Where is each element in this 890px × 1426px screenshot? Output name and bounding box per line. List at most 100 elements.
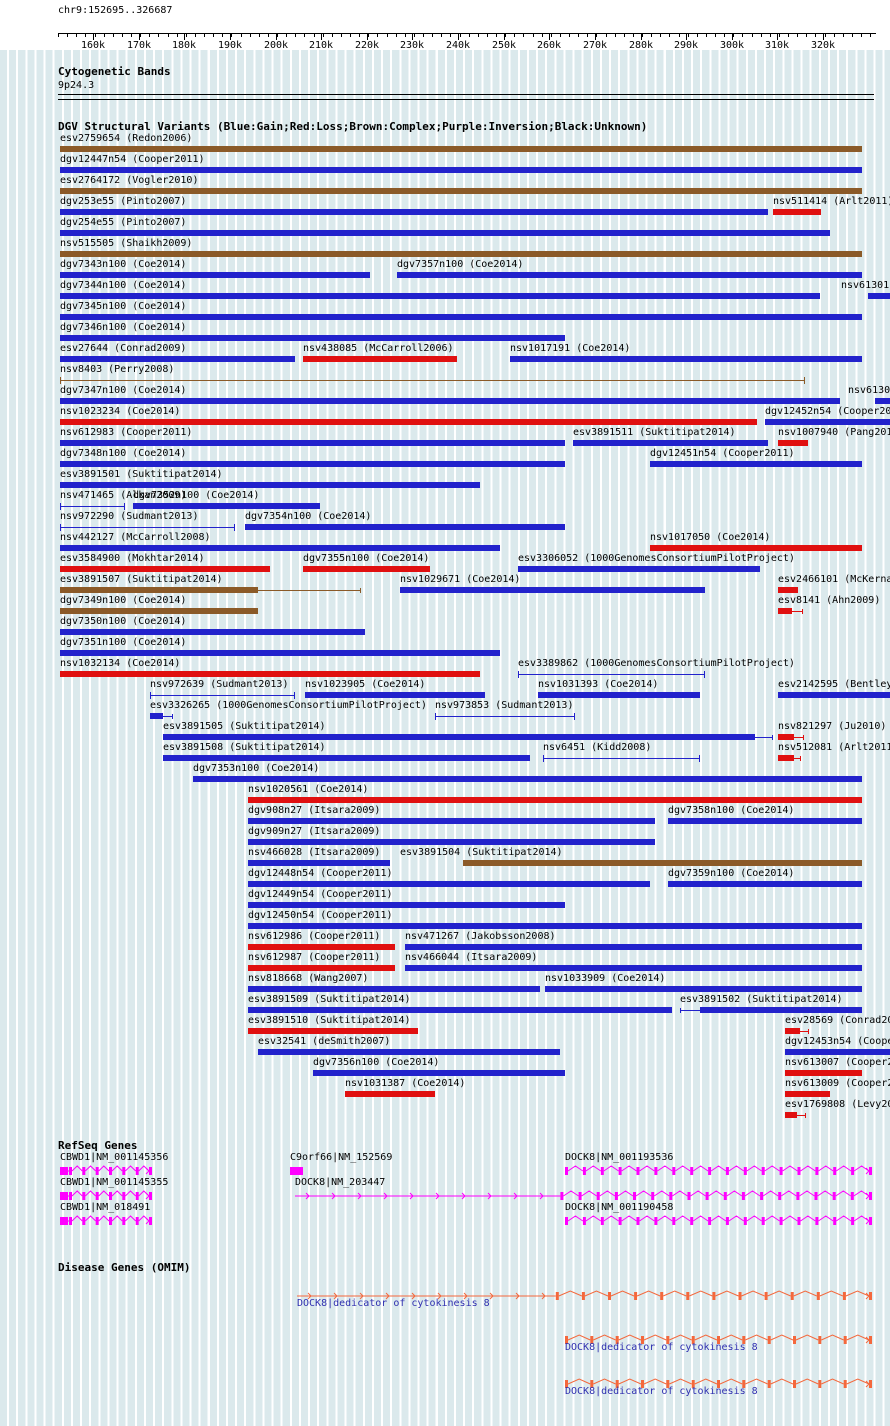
variant-label[interactable]: nsv972639 (Sudmant2013) <box>150 679 289 690</box>
variant-label[interactable]: nsv972290 (Sudmant2013) <box>60 511 199 522</box>
variant-label[interactable]: nsv818668 (Wang2007) <box>248 973 369 984</box>
variant-bar[interactable] <box>248 986 540 992</box>
variant-label[interactable]: dgv7359n100 (Coe2014) <box>668 868 795 879</box>
variant-bar[interactable] <box>345 1091 435 1097</box>
variant-label[interactable]: esv3306052 (1000GenomesConsortiumPilotPr… <box>518 553 795 564</box>
variant-bar[interactable] <box>60 482 480 488</box>
variant-label[interactable]: nsv1007940 (Pang2010) <box>778 427 890 438</box>
variant-label[interactable]: dgv7352n100 (Coe2014) <box>133 490 260 501</box>
variant-bar[interactable] <box>60 440 565 446</box>
variant-bar[interactable] <box>150 713 163 719</box>
variant-label[interactable]: esv3389862 (1000GenomesConsortiumPilotPr… <box>518 658 795 669</box>
variant-range-line[interactable] <box>60 506 125 507</box>
variant-label[interactable]: dgv7349n100 (Coe2014) <box>60 595 187 606</box>
variant-bar[interactable] <box>60 146 862 152</box>
variant-label[interactable]: esv3891504 (Suktitipat2014) <box>400 847 563 858</box>
variant-label[interactable]: esv3891510 (Suktitipat2014) <box>248 1015 411 1026</box>
variant-label[interactable]: nsv512081 (Arlt2011) <box>778 742 890 753</box>
gene-label[interactable]: DOCK8|NM_001193536 <box>565 1152 674 1163</box>
variant-bar[interactable] <box>875 398 890 404</box>
variant-bar[interactable] <box>650 545 862 551</box>
variant-label[interactable]: esv3891509 (Suktitipat2014) <box>248 994 411 1005</box>
variant-label[interactable]: dgv7346n100 (Coe2014) <box>60 322 187 333</box>
variant-bar[interactable] <box>785 1028 800 1034</box>
variant-bar[interactable] <box>60 608 258 614</box>
variant-bar[interactable] <box>60 650 500 656</box>
variant-label[interactable]: nsv612987 (Cooper2011) <box>248 952 381 963</box>
variant-label[interactable]: nsv1017050 (Coe2014) <box>650 532 771 543</box>
variant-label[interactable]: nsv1023905 (Coe2014) <box>305 679 426 690</box>
variant-label[interactable]: esv1769808 (Levy2007) <box>785 1099 890 1110</box>
disease-gene-label[interactable]: DOCK8|dedicator of cytokinesis 8 <box>297 1298 490 1309</box>
variant-label[interactable]: nsv1017191 (Coe2014) <box>510 343 631 354</box>
variant-bar[interactable] <box>405 944 862 950</box>
variant-bar[interactable] <box>60 230 830 236</box>
variant-bar[interactable] <box>163 755 530 761</box>
variant-label[interactable]: nsv6451 (Kidd2008) <box>543 742 652 753</box>
variant-label[interactable]: esv27644 (Conrad2009) <box>60 343 187 354</box>
variant-label[interactable]: nsv613009 (Cooper2011) <box>785 1078 890 1089</box>
variant-label[interactable]: dgv7358n100 (Coe2014) <box>668 805 795 816</box>
variant-bar[interactable] <box>60 335 565 341</box>
gene-glyph[interactable] <box>295 1187 872 1201</box>
variant-bar[interactable] <box>60 419 757 425</box>
variant-label[interactable]: dgv7354n100 (Coe2014) <box>245 511 372 522</box>
gene-glyph[interactable] <box>60 1162 152 1176</box>
variant-label[interactable]: nsv973853 (Sudmant2013) <box>435 700 574 711</box>
variant-range-line[interactable] <box>435 716 575 717</box>
variant-label[interactable]: dgv253e55 (Pinto2007) <box>60 196 187 207</box>
variant-label[interactable]: nsv6130 <box>848 385 890 396</box>
variant-bar[interactable] <box>303 566 430 572</box>
variant-label[interactable]: esv8141 (Ahn2009) <box>778 595 881 606</box>
variant-label[interactable]: dgv7347n100 (Coe2014) <box>60 385 187 396</box>
variant-bar[interactable] <box>785 1091 830 1097</box>
variant-range-line[interactable] <box>518 674 705 675</box>
gene-glyph[interactable] <box>565 1162 872 1176</box>
variant-bar[interactable] <box>510 356 862 362</box>
variant-bar[interactable] <box>60 587 258 593</box>
variant-label[interactable]: esv3891511 (Suktitipat2014) <box>573 427 736 438</box>
variant-bar[interactable] <box>778 755 794 761</box>
variant-label[interactable]: esv28569 (Conrad2010) <box>785 1015 890 1026</box>
variant-bar[interactable] <box>785 1049 890 1055</box>
variant-bar[interactable] <box>313 1070 565 1076</box>
variant-bar[interactable] <box>778 587 798 593</box>
variant-bar[interactable] <box>60 461 565 467</box>
variant-bar[interactable] <box>248 1028 418 1034</box>
gene-label[interactable]: C9orf66|NM_152569 <box>290 1152 393 1163</box>
variant-bar[interactable] <box>650 461 862 467</box>
variant-label[interactable]: dgv908n27 (Itsara2009) <box>248 805 381 816</box>
variant-label[interactable]: dgv254e55 (Pinto2007) <box>60 217 187 228</box>
variant-label[interactable]: nsv1020561 (Coe2014) <box>248 784 369 795</box>
variant-bar[interactable] <box>60 398 840 404</box>
variant-bar[interactable] <box>700 1007 862 1013</box>
gene-glyph[interactable] <box>290 1162 303 1176</box>
variant-label[interactable]: nsv442127 (McCarroll2008) <box>60 532 211 543</box>
variant-bar[interactable] <box>60 272 370 278</box>
variant-label[interactable]: dgv7351n100 (Coe2014) <box>60 637 187 648</box>
variant-label[interactable]: nsv1023234 (Coe2014) <box>60 406 181 417</box>
gene-glyph[interactable] <box>60 1187 152 1201</box>
variant-range-line[interactable] <box>150 695 295 696</box>
variant-bar[interactable] <box>60 356 295 362</box>
variant-bar[interactable] <box>248 965 395 971</box>
variant-label[interactable]: esv2142595 (Bentley2008) <box>778 679 890 690</box>
disease-gene-label[interactable]: DOCK8|dedicator of cytokinesis 8 <box>565 1342 758 1353</box>
variant-bar[interactable] <box>303 356 457 362</box>
gene-label[interactable]: CBWD1|NM_018491 <box>60 1202 151 1213</box>
variant-label[interactable]: dgv12450n54 (Cooper2011) <box>248 910 393 921</box>
variant-bar[interactable] <box>60 167 862 173</box>
variant-label[interactable]: dgv7357n100 (Coe2014) <box>397 259 524 270</box>
variant-bar[interactable] <box>463 860 862 866</box>
variant-label[interactable]: dgv12451n54 (Cooper2011) <box>650 448 795 459</box>
variant-bar[interactable] <box>248 797 862 803</box>
variant-label[interactable]: nsv471465 (Alkan2009) <box>60 490 187 501</box>
variant-bar[interactable] <box>545 986 862 992</box>
gene-label[interactable]: DOCK8|NM_001190458 <box>565 1202 674 1213</box>
variant-bar[interactable] <box>133 503 320 509</box>
variant-bar[interactable] <box>248 923 862 929</box>
variant-bar[interactable] <box>668 818 862 824</box>
variant-label[interactable]: esv3891502 (Suktitipat2014) <box>680 994 843 1005</box>
variant-bar[interactable] <box>397 272 862 278</box>
